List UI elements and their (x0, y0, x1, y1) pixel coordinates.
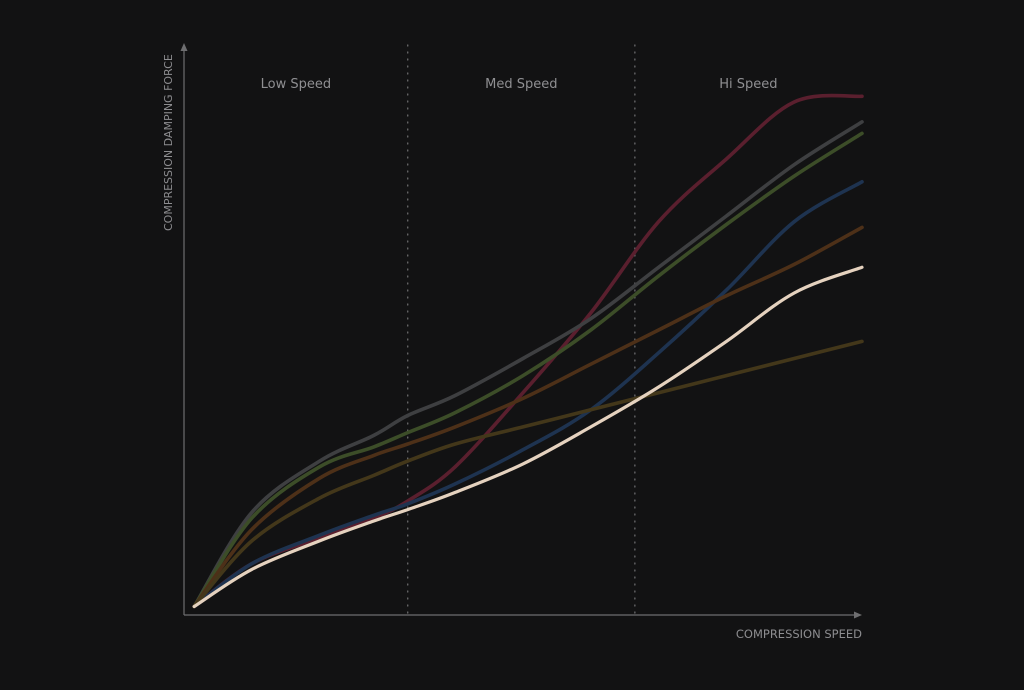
region-label: Hi Speed (719, 77, 777, 92)
series-layer (192, 93, 864, 609)
series-line-2 (192, 120, 864, 609)
axes: COMPRESSION SPEED COMPRESSION DAMPING FO… (162, 43, 862, 641)
series-line-6 (192, 339, 864, 609)
x-axis-arrow-icon (854, 611, 862, 619)
series-line-7 (192, 265, 864, 609)
speed-region-dividers (407, 44, 636, 616)
y-axis-label: COMPRESSION DAMPING FORCE (162, 54, 175, 231)
series-line-5 (192, 225, 864, 609)
x-axis-label: COMPRESSION SPEED (736, 627, 862, 641)
series-line-3 (192, 131, 864, 609)
series-line-1 (192, 93, 864, 609)
region-label: Med Speed (485, 77, 557, 92)
speed-region-labels: Low Speed Med Speed Hi Speed (261, 77, 778, 92)
y-axis-arrow-icon (180, 43, 188, 51)
series-line-4 (192, 180, 864, 609)
region-label: Low Speed (261, 77, 331, 92)
